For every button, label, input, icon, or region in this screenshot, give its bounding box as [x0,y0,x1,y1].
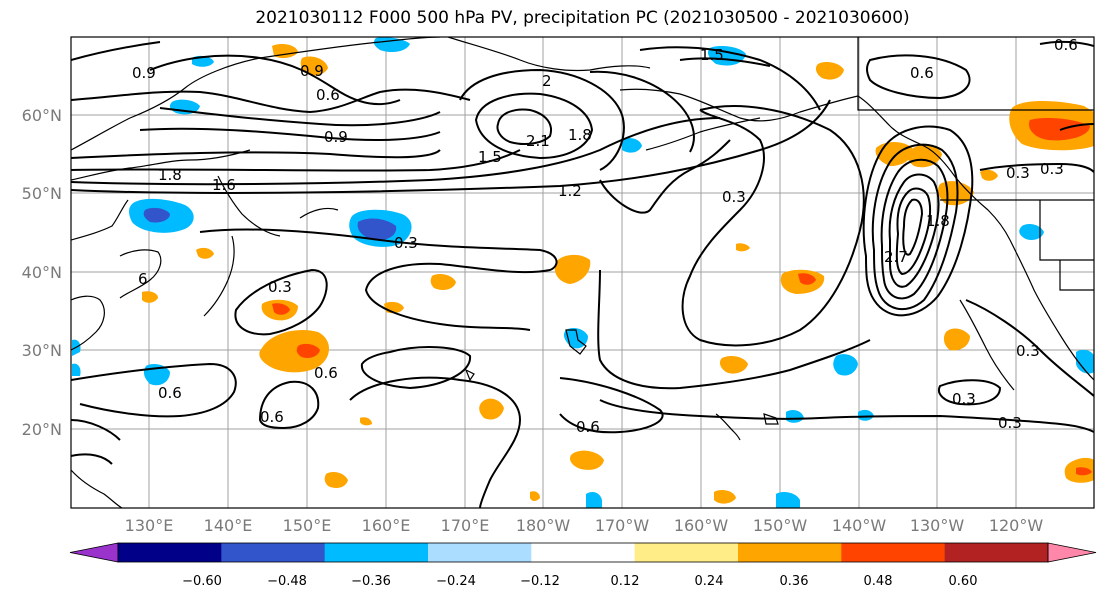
contour-label: 0.3 [1040,160,1064,178]
contour-label: 2.7 [884,248,908,266]
lon-label: 120°W [989,516,1044,535]
contour-label: 0.3 [1006,164,1030,182]
contour-label: 1.8 [926,212,950,230]
colorbar-tick-label: −0.24 [436,574,476,589]
lon-label: 180°W [516,516,571,535]
colorbar-tick-label: −0.12 [520,574,560,589]
pv-contours [71,40,1094,508]
colorbar-segment [944,543,1049,562]
contour-label: 1.8 [568,126,592,144]
contour-label: 0.6 [158,384,182,402]
lat-label: 30°N [22,341,62,360]
contour-label: 0.3 [268,278,292,296]
contour-label: 2.1 [526,132,550,150]
contour-label: 0.3 [722,188,746,206]
lon-label: 170°E [441,516,490,535]
contour-label: 0.3 [1016,342,1040,360]
colorbar-tick-label: −0.60 [182,574,222,589]
colorbar-labels: −0.60 −0.48 −0.36 −0.24 −0.12 0.12 0.24 … [182,574,977,589]
contour-label: 0.6 [260,408,284,426]
contour-label: 1.2 [558,182,582,200]
lat-label: 60°N [22,106,62,125]
lon-label: 140°W [832,516,887,535]
contour-label: 0.6 [576,418,600,436]
colorbar-outline [117,542,1049,563]
colorbar-segment [634,543,739,562]
colorbar-segment [841,543,946,562]
colorbar-segment [428,543,532,562]
lat-label: 50°N [22,184,62,203]
contour-label: 0.9 [300,62,324,80]
contour-label: 1.6 [212,176,236,194]
colorbar-segment [531,543,636,562]
contour-label: 0.6 [314,364,338,382]
contour-label: 1.5 [700,46,724,64]
lon-label: 160°E [362,516,411,535]
colorbar-tick-label: 0.12 [611,574,640,589]
colorbar-tick-label: −0.48 [267,574,307,589]
colorbar-tick-label: 0.48 [864,574,893,589]
colorbar-extend-low [69,542,119,563]
lon-label: 170°W [595,516,650,535]
colorbar-tick-label: 0.24 [695,574,724,589]
colorbar-segment [118,543,222,562]
contour-label: 2 [542,72,552,90]
contour-label: 0.3 [952,390,976,408]
lon-label: 140°E [204,516,253,535]
colorbar-segment [324,543,429,562]
colorbar-tick-label: −0.36 [351,574,391,589]
contour-label: 0.3 [394,234,418,252]
lon-labels: 130°E 140°E 150°E 160°E 170°E 180°W 170°… [125,516,1044,535]
lat-labels: 60°N 50°N 40°N 30°N 20°N [22,106,62,439]
colorbar-tick-label: 0.60 [949,574,978,589]
lon-label: 130°W [910,516,965,535]
lat-label: 20°N [22,420,62,439]
colorbar-segment [738,543,842,562]
lon-label: 150°W [753,516,808,535]
colorbar-extend-high [1047,542,1097,563]
lat-label: 40°N [22,263,62,282]
contour-label: 1.5 [478,148,502,166]
contour-label: 0.9 [324,128,348,146]
contour-label: 0.6 [316,86,340,104]
contour-label: 0.9 [132,64,156,82]
map-title: 2021030112 F000 500 hPa PV, precipitatio… [255,8,910,28]
contour-label: 1.8 [158,166,182,184]
contour-label: 0.6 [910,64,934,82]
contour-label: 0.3 [998,414,1022,432]
contour-label: 0.6 [1054,36,1078,54]
contour-label: 6 [138,270,148,288]
contour-labels: 0.9 0.6 0.9 1.5 2 2.1 1.8 1.5 1.8 1.6 0.… [132,36,1078,436]
colorbar-tick-label: 0.36 [780,574,809,589]
map-frame [70,36,1095,509]
lon-label: 160°W [674,516,729,535]
colorbar [69,542,1097,563]
colorbar-segment [221,543,326,562]
lon-label: 130°E [125,516,174,535]
lon-label: 150°E [283,516,332,535]
